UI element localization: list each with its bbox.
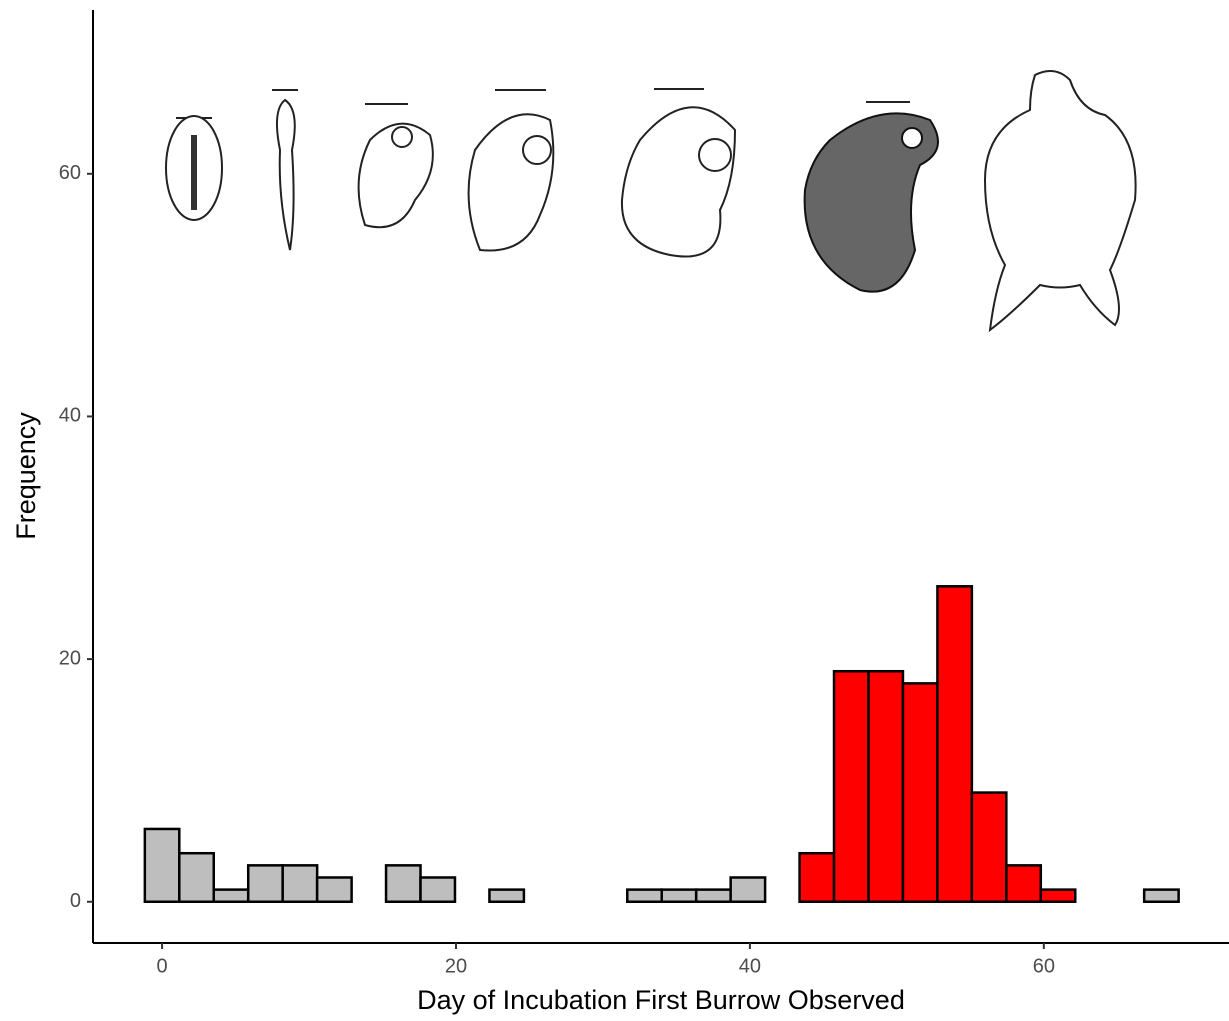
bar [179, 853, 213, 902]
page: Day of Incubation First Burrow Observed … [0, 0, 1229, 1021]
y-tick-label: 20 [59, 647, 81, 669]
bar [903, 683, 937, 901]
x-axis-label: Day of Incubation First Burrow Observed [417, 985, 905, 1015]
bar [1144, 890, 1178, 902]
y-tick-label: 60 [59, 162, 81, 184]
plot-area [145, 586, 1179, 901]
bar [662, 890, 696, 902]
bar [145, 829, 179, 902]
bar [248, 865, 282, 901]
bar [972, 793, 1006, 902]
bar [627, 890, 661, 902]
bar [731, 877, 765, 901]
bar [800, 853, 834, 902]
y-tick-label: 40 [59, 405, 81, 427]
bar [937, 586, 971, 901]
chart: Day of Incubation First Burrow Observed … [0, 0, 1229, 1021]
bar [386, 865, 420, 901]
bar [834, 671, 868, 902]
bar [1006, 865, 1040, 901]
y-axis-label: Frequency [11, 412, 41, 540]
x-tick-label: 0 [157, 955, 168, 977]
x-tick-label: 20 [445, 955, 467, 977]
bar [1041, 890, 1075, 902]
x-tick-label: 60 [1033, 955, 1055, 977]
bar [421, 877, 455, 901]
x-tick-label: 40 [739, 955, 761, 977]
bar [696, 890, 730, 902]
bar [283, 865, 317, 901]
bar [489, 890, 523, 902]
bar [317, 877, 351, 901]
illustrations [166, 71, 1136, 330]
y-tick-label: 0 [70, 890, 81, 912]
bar [868, 671, 902, 902]
bar [214, 890, 248, 902]
